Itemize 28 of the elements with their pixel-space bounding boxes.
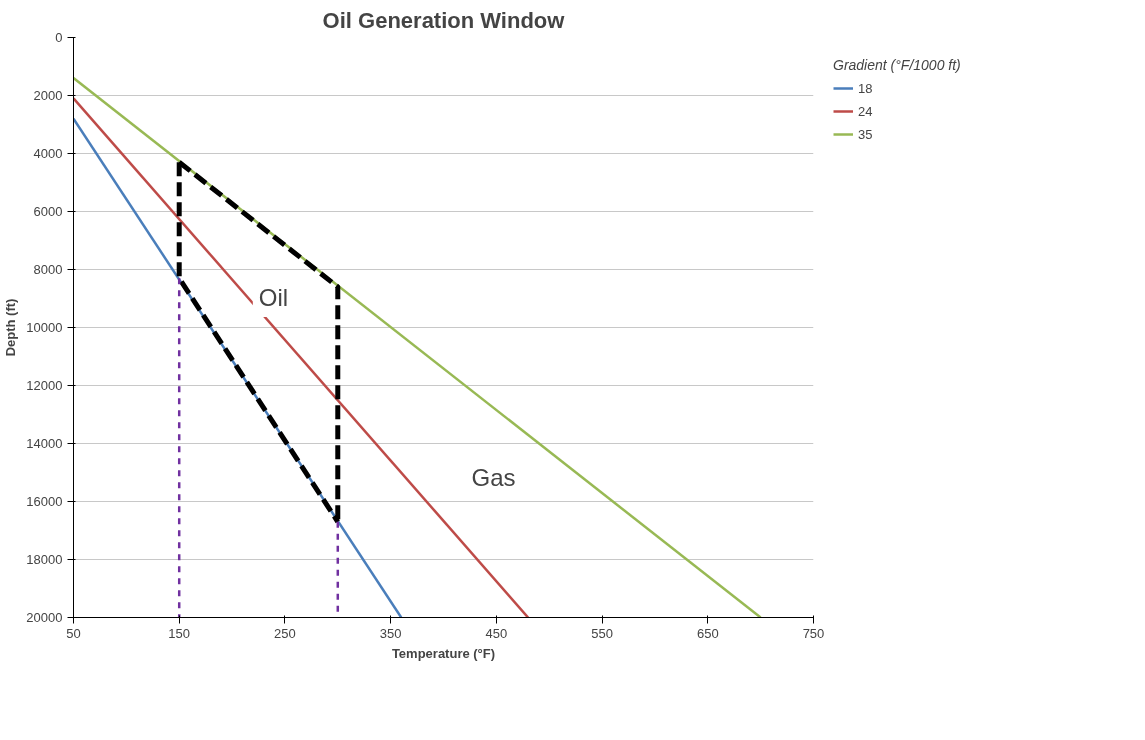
chart-title: Oil Generation Window (322, 7, 566, 33)
legend-label: 18 (858, 80, 874, 96)
x-tick-label: 350 (379, 625, 402, 641)
y-tick-label: 20000 (26, 610, 63, 625)
y-tick-label: 18000 (26, 552, 63, 567)
x-tick-label: 650 (696, 625, 719, 641)
legend-label: 24 (858, 103, 874, 119)
y-tick-label: 14000 (26, 436, 63, 451)
legend-title: Gradient (°F/1000 ft) (833, 57, 961, 73)
x-axis-title: Temperature (°F) (391, 645, 496, 661)
x-tick-label: 750 (802, 625, 825, 641)
annotation: Gas (471, 464, 516, 491)
y-tick-label: 8000 (33, 262, 63, 277)
y-tick-label: 2000 (33, 88, 63, 103)
y-tick-label: 0 (55, 30, 63, 45)
y-tick-label: 4000 (33, 146, 63, 161)
y-tick-label: 6000 (33, 204, 63, 219)
y-tick-label: 16000 (26, 494, 63, 509)
x-tick-label: 450 (485, 625, 508, 641)
x-tick-label: 50 (66, 625, 81, 641)
y-tick-label: 12000 (26, 378, 63, 393)
annotation: Oil (258, 284, 289, 311)
legend-label: 35 (858, 126, 874, 142)
x-tick-label: 250 (274, 625, 296, 641)
x-tick-label: 550 (591, 625, 613, 641)
x-tick-label: 150 (168, 625, 191, 641)
y-tick-label: 10000 (26, 320, 63, 335)
y-axis-title: Depth (ft) (3, 298, 19, 357)
